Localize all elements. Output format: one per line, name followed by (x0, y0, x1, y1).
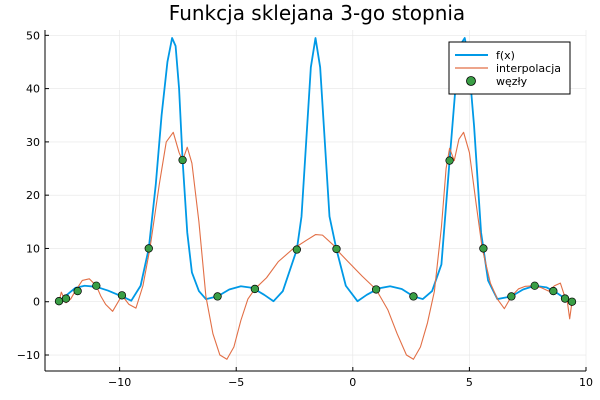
node-point (117, 291, 127, 300)
x-tick-label: 0 (349, 376, 356, 389)
node-point (530, 281, 539, 290)
y-tick-label: −10 (17, 349, 40, 362)
x-tick-label: 10 (579, 376, 593, 389)
node-point (73, 286, 82, 296)
node-point (371, 285, 381, 294)
node-point (409, 292, 418, 301)
y-tick-label: 50 (26, 29, 40, 42)
node-point (567, 297, 577, 306)
node-point (549, 286, 558, 296)
series-layer (54, 37, 577, 360)
node-point (54, 297, 64, 306)
chart-title: Funkcja sklejana 3-go stopnia (169, 1, 465, 25)
legend-label-nodes: węzły (496, 75, 528, 88)
node-point (61, 294, 71, 303)
legend-label-fx: f(x) (496, 49, 515, 62)
legend-label-interp: interpolacja (496, 62, 561, 75)
node-point (560, 294, 570, 303)
y-tick-label: 0 (33, 296, 40, 309)
node-point (507, 292, 516, 301)
node-point (332, 244, 341, 254)
x-tick-label: 5 (466, 376, 473, 389)
node-point (445, 156, 454, 165)
node-point (250, 284, 260, 294)
legend: f(x) interpolacja węzły (448, 41, 571, 95)
x-tick-label: −5 (228, 376, 244, 389)
y-tick-label: 30 (26, 136, 40, 149)
axes (44, 30, 586, 372)
y-tick-label: 40 (26, 83, 40, 96)
node-point (92, 281, 101, 290)
y-tick-label: 20 (26, 189, 40, 202)
node-point (292, 245, 301, 254)
node-point (213, 292, 222, 301)
node-point (178, 155, 187, 165)
node-point (144, 244, 153, 253)
x-tick-label: −10 (108, 376, 131, 389)
ticks: −10 −5 0 5 10 −10 0 10 20 30 40 50 (17, 29, 593, 389)
node-point (479, 244, 488, 253)
y-tick-label: 10 (26, 242, 40, 255)
legend-swatch-nodes (466, 76, 476, 86)
series-line-fx (58, 37, 573, 303)
